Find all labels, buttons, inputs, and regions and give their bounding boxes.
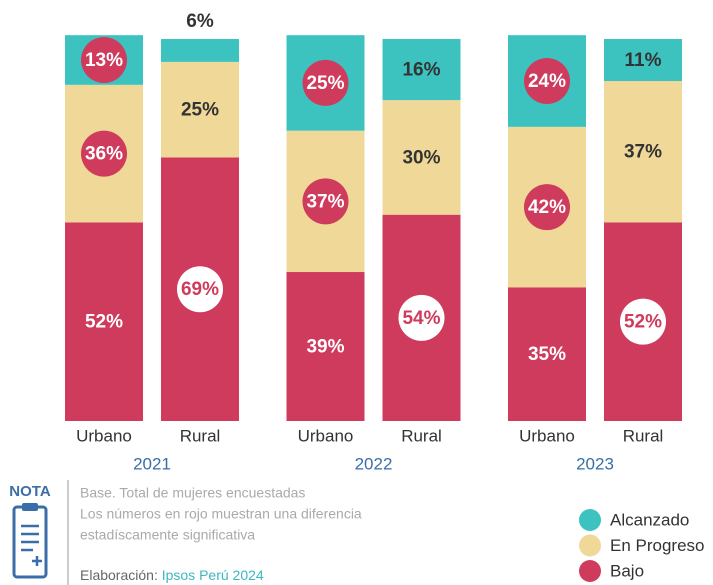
value-label: 24% [528,71,566,92]
note-line: Los números en rojo muestran una diferen… [80,506,362,522]
x-tick-label: Rural [401,426,442,445]
note-badge: NOTA [9,483,51,500]
x-tick-label: Urbano [76,426,132,445]
value-label: 25% [181,100,219,121]
value-label: 11% [625,50,662,71]
bar-segment [604,81,682,223]
legend-label: En Progreso [610,536,705,555]
legend-label: Alcanzado [610,510,689,529]
legend-swatch [579,560,601,582]
group-label: 2022 [355,454,393,473]
value-label: 37% [306,191,344,212]
highlight-circle [177,266,223,313]
highlight-circle [524,184,570,231]
bar-segment [604,39,682,82]
clip [22,503,38,511]
x-tick-label: Urbano [298,426,354,445]
legend-swatch [579,509,601,531]
note-icon: NOTA [9,483,51,579]
value-label: 36% [85,144,123,165]
value-label: 35% [528,344,566,365]
highlight-circle [81,37,127,84]
value-label: 30% [402,147,440,168]
bar-segment [161,61,239,158]
highlight-circle [620,298,666,345]
legend-label: Bajo [610,561,644,580]
value-label: 16% [402,60,440,81]
note-credit: Elaboración: Ipsos Perú 2024 [80,567,264,583]
value-label: 54% [402,308,440,329]
group-label: 2023 [576,454,614,473]
credit-prefix: Elaboración: [80,567,162,583]
x-tick-label: Rural [180,426,221,445]
highlight-circle [302,178,349,225]
value-label: 37% [624,142,662,163]
x-tick-label: Urbano [519,426,575,445]
highlight-circle [524,58,570,105]
group-label: 2021 [133,454,171,473]
bar-segment [382,39,461,101]
highlight-circle [81,130,127,177]
note-line: Base. Total de mujeres encuestadas [80,485,305,501]
bar-segment [65,222,143,421]
x-tick-label: Rural [623,426,664,445]
bar-segment [286,272,365,421]
value-label: 52% [624,312,662,333]
bar-segment [161,39,239,62]
note-line: estadíscamente significativa [80,527,255,543]
value-label: 6% [186,11,214,32]
legend-swatch [579,534,601,557]
value-label: 52% [85,312,123,333]
credit-source: Ipsos Perú 2024 [162,567,264,583]
value-label: 25% [306,73,344,94]
bar-segment [508,287,586,421]
value-label: 69% [181,279,219,300]
highlight-circle [398,294,445,341]
value-label: 39% [306,337,344,358]
highlight-circle [302,59,349,106]
value-label: 42% [528,197,566,218]
bar-segment [382,100,461,215]
value-label: 13% [85,50,123,71]
clipboard-lines [21,524,42,566]
